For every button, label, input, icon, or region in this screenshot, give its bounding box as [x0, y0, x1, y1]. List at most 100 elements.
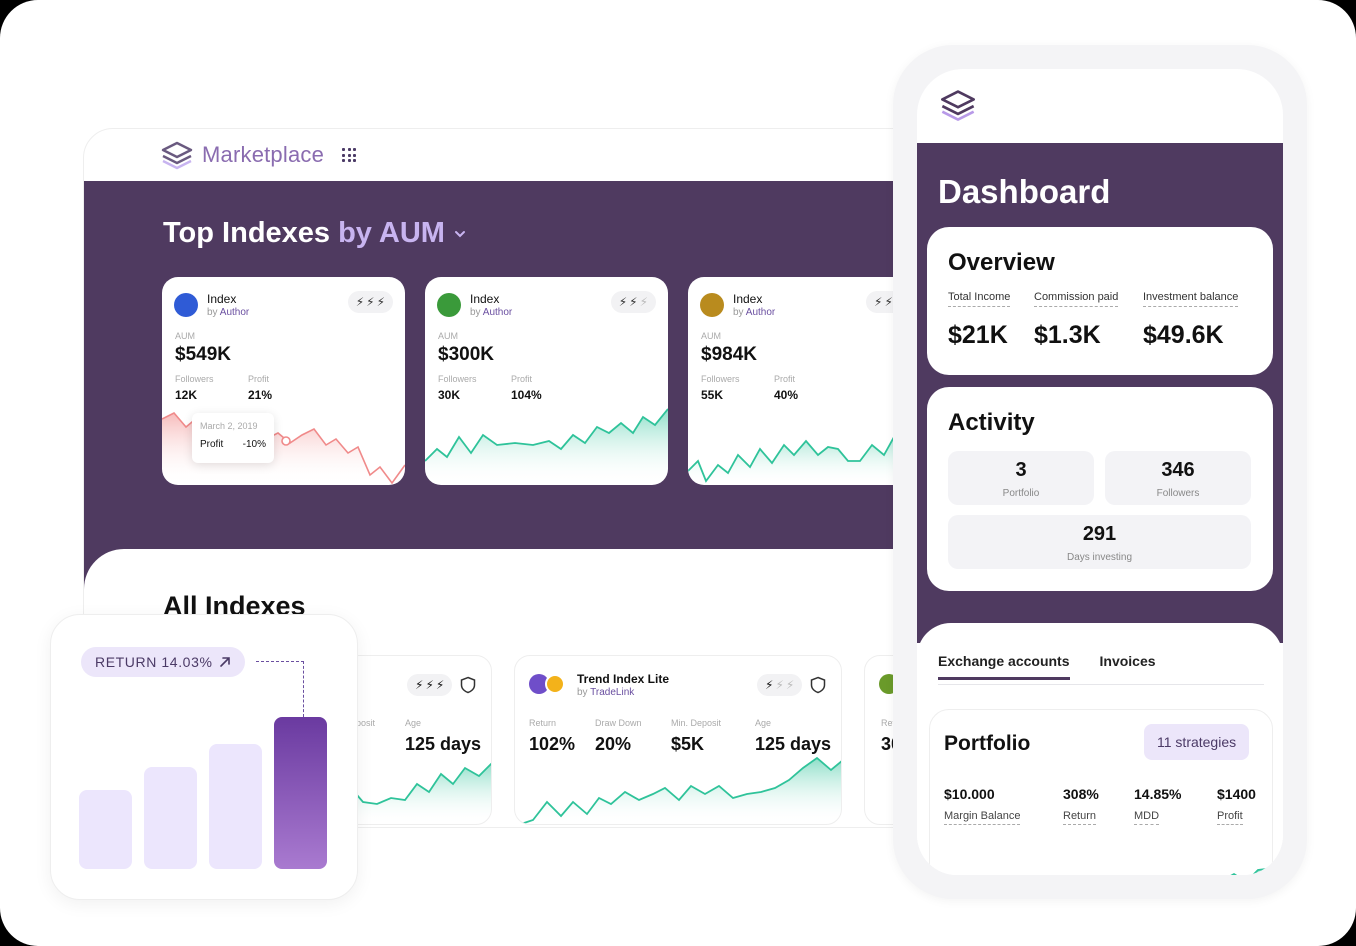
- risk-rating: ⚡⚡⚡: [610, 291, 656, 313]
- accounts-section: Exchange accounts Invoices Portfolio 11 …: [917, 623, 1283, 875]
- bolt-icon: ⚡: [435, 678, 445, 692]
- overview-label: Commission paid: [1034, 291, 1119, 307]
- shield-icon[interactable]: [459, 676, 477, 694]
- top-index-card[interactable]: Index by Author ⚡⚡⚡ AUM $984K Followers …: [688, 277, 931, 485]
- overview-card: Overview Total Income $21K Commission pa…: [927, 227, 1273, 375]
- activity-label: Followers: [1156, 488, 1200, 499]
- stat-label: Age: [755, 718, 772, 728]
- sparkline-up: [425, 408, 668, 485]
- portfolio-label: Profit: [1217, 810, 1243, 825]
- risk-rating: ⚡⚡⚡: [347, 291, 393, 313]
- portfolio-value: $10.000: [944, 786, 995, 802]
- activity-followers[interactable]: 346 Followers: [1105, 451, 1251, 505]
- index-author[interactable]: by Author: [207, 307, 249, 318]
- portfolio-value: 14.85%: [1134, 786, 1182, 802]
- author-link[interactable]: Author: [482, 307, 513, 318]
- bolt-icon: ⚡: [775, 678, 784, 692]
- chevron-down-icon[interactable]: [453, 227, 467, 241]
- logo-icon[interactable]: [939, 87, 977, 123]
- stat-value: 125 days: [405, 734, 482, 754]
- portfolio-label: Return: [1063, 810, 1097, 825]
- return-badge: RETURN 14.03%: [81, 647, 245, 677]
- index-author[interactable]: by Author: [733, 307, 775, 318]
- index-card[interactable]: Trend Index Lite by TradeLink ⚡ ⚡ ⚡ Return…: [514, 655, 842, 825]
- portfolio-margin-balance: $10.000 Margin Balance: [944, 786, 1021, 825]
- author-link[interactable]: TradeLink: [590, 687, 635, 698]
- aum-value: $549K: [175, 344, 231, 365]
- activity-title: Activity: [948, 409, 1035, 436]
- logo-icon[interactable]: [160, 139, 194, 171]
- sparkline-up: [334, 762, 491, 824]
- shield-icon[interactable]: [809, 676, 827, 694]
- bolt-icon: ⚡: [874, 295, 883, 309]
- tab-invoices[interactable]: Invoices: [1099, 653, 1156, 669]
- by-label: by: [470, 307, 481, 318]
- sort-by-label: by AUM: [338, 217, 445, 249]
- stat-value: 20%: [595, 734, 632, 754]
- profit-value: 40%: [774, 388, 799, 402]
- portfolio-sparkline: [1230, 867, 1272, 875]
- return-card: RETURN 14.03%: [50, 614, 358, 900]
- portfolio-title: Portfolio: [944, 732, 1031, 755]
- stat-return: Return 102%: [529, 718, 575, 755]
- marketplace-header: Marketplace: [84, 129, 1082, 181]
- bolt-icon: ⚡: [765, 678, 774, 692]
- phone-frame: Dashboard Overview Total Income $21K Com…: [893, 45, 1307, 899]
- arrow-up-right-icon: [219, 657, 230, 667]
- risk-rating: ⚡⚡⚡: [407, 674, 453, 696]
- return-bar: [79, 790, 132, 869]
- brand-name: Marketplace: [202, 142, 325, 167]
- apps-grid-icon[interactable]: [342, 148, 357, 162]
- page-title: Dashboard: [938, 173, 1111, 210]
- stat-age: Age 125 days: [755, 718, 831, 755]
- tabs: Exchange accounts Invoices: [938, 653, 1156, 680]
- author-link[interactable]: Author: [745, 307, 776, 318]
- stat-min-deposit: Min. Deposit $5K: [671, 718, 721, 755]
- index-avatar: [529, 674, 549, 694]
- index-name: Trend Index Lite: [577, 672, 670, 686]
- activity-label: Portfolio: [1002, 488, 1040, 499]
- chart-tooltip: March 2, 2019 Profit -10%: [192, 413, 274, 463]
- top-indexes-title[interactable]: Top Indexes by AUM: [163, 217, 467, 250]
- overview-commission-paid: Commission paid $1.3K: [1034, 291, 1119, 350]
- portfolio-value: $1400: [1217, 786, 1256, 802]
- index-avatar: [437, 293, 461, 317]
- activity-portfolio[interactable]: 3 Portfolio: [948, 451, 1094, 505]
- stat-label: Return: [529, 718, 557, 728]
- tooltip-date: March 2, 2019: [200, 421, 258, 431]
- bolt-icon: ⚡: [376, 295, 385, 309]
- aum-value: $984K: [701, 344, 757, 365]
- index-author[interactable]: by Author: [470, 307, 512, 318]
- author-link[interactable]: Author: [219, 307, 250, 318]
- tab-exchange-accounts[interactable]: Exchange accounts: [938, 653, 1070, 680]
- activity-card: Activity 3 Portfolio 346 Followers 291 D…: [927, 387, 1273, 591]
- portfolio-label: Margin Balance: [944, 810, 1021, 825]
- index-name: Index: [733, 292, 763, 306]
- aum-label: AUM: [438, 331, 458, 341]
- activity-value: 291: [1082, 523, 1117, 545]
- overview-value: $49.6K: [1143, 321, 1224, 349]
- overview-total-income: Total Income $21K: [948, 291, 1011, 350]
- profit-label: Profit: [511, 374, 533, 384]
- return-bar: [209, 744, 262, 869]
- overview-investment-balance: Investment balance $49.6K: [1143, 291, 1239, 350]
- index-author[interactable]: by TradeLink: [577, 687, 634, 698]
- top-index-card[interactable]: Index by Author ⚡ ⚡ ⚡ AUM $300K Followers …: [425, 277, 668, 485]
- activity-days-investing[interactable]: 291 Days investing: [948, 515, 1251, 569]
- bolt-icon: ⚡: [629, 295, 638, 309]
- stat-label: Age: [405, 718, 422, 728]
- profit-label: Profit: [248, 374, 270, 384]
- bolt-icon: ⚡: [618, 295, 628, 309]
- activity-value: 3: [1015, 459, 1027, 481]
- portfolio-card[interactable]: Portfolio 11 strategies $10.000 Margin B…: [929, 709, 1273, 875]
- sparkline-up: [520, 756, 841, 824]
- phone-screen: Dashboard Overview Total Income $21K Com…: [917, 69, 1283, 875]
- overview-title: Overview: [948, 249, 1055, 276]
- stat-value: $5K: [671, 734, 705, 754]
- index-avatar: [174, 293, 198, 317]
- activity-label: Days investing: [1066, 552, 1133, 563]
- index-name: Index: [470, 292, 500, 306]
- overview-label: Investment balance: [1143, 291, 1239, 307]
- strategies-badge[interactable]: 11 strategies: [1144, 724, 1250, 760]
- top-index-card[interactable]: Index by Author ⚡ ⚡ ⚡ AUM $549K Followers …: [162, 277, 405, 485]
